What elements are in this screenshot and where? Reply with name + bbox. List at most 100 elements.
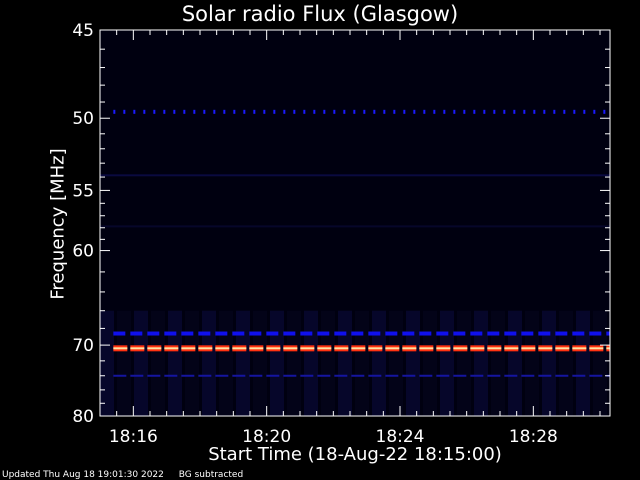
band-segment <box>300 331 313 336</box>
heat-stripe <box>100 174 610 177</box>
band-segment <box>266 374 280 377</box>
band-core <box>232 347 247 350</box>
heat-column <box>457 310 471 416</box>
band-core <box>113 347 128 350</box>
band-segment <box>504 374 518 377</box>
band-segment <box>487 374 501 377</box>
heat-column <box>559 310 573 416</box>
band-segment <box>368 374 382 377</box>
band-segment <box>503 109 506 114</box>
band-segment <box>402 374 416 377</box>
band-segment <box>183 109 186 114</box>
band-segment <box>419 374 433 377</box>
band-segment <box>181 374 195 377</box>
band-segment <box>193 109 196 114</box>
heat-column <box>525 310 539 416</box>
heat-column <box>440 310 454 416</box>
band-segment <box>130 374 144 377</box>
band-segment <box>538 331 551 336</box>
band-segment <box>293 109 296 114</box>
band-segment <box>130 331 143 336</box>
band-segment <box>521 374 535 377</box>
band-core <box>419 347 434 350</box>
band-segment <box>433 109 436 114</box>
band-segment <box>253 109 256 114</box>
heat-column <box>389 310 403 416</box>
band-segment <box>113 374 127 377</box>
band-segment <box>133 109 136 114</box>
heat-column <box>355 310 369 416</box>
band-segment <box>413 109 416 114</box>
band-core <box>368 347 383 350</box>
heat-column <box>236 310 250 416</box>
heat-column <box>134 310 148 416</box>
x-tick-label: 18:16 <box>109 427 158 447</box>
band-segment <box>523 109 526 114</box>
band-core <box>215 347 230 350</box>
band-segment <box>113 331 126 336</box>
band-segment <box>300 374 314 377</box>
band-segment <box>143 109 146 114</box>
band-segment <box>333 109 336 114</box>
heat-column <box>474 310 488 416</box>
band-segment <box>453 331 466 336</box>
band-core <box>470 347 485 350</box>
heat-column <box>423 310 437 416</box>
band-segment <box>573 109 576 114</box>
band-segment <box>233 109 236 114</box>
band-segment <box>533 109 536 114</box>
band-segment <box>572 331 585 336</box>
x-axis-ticks: 18:16 18:20 18:24 18:28 <box>99 30 601 447</box>
band-core <box>521 347 536 350</box>
band-segment <box>493 109 496 114</box>
band-segment <box>589 374 603 377</box>
heat-column <box>287 310 301 416</box>
band-segment <box>383 109 386 114</box>
y-tick-label: 80 <box>72 407 94 427</box>
band-core <box>181 347 196 350</box>
band-core <box>589 347 604 350</box>
band-segment <box>589 331 602 336</box>
band-segment <box>249 374 263 377</box>
band-segment <box>334 331 347 336</box>
band-core <box>385 347 400 350</box>
band-segment <box>443 109 446 114</box>
y-tick-label: 50 <box>72 109 94 129</box>
band-segment <box>147 331 160 336</box>
band-core <box>504 347 519 350</box>
band-segment <box>373 109 376 114</box>
band-core <box>402 347 417 350</box>
heat-column <box>185 310 199 416</box>
band-segment <box>113 109 116 114</box>
band-segment <box>538 374 552 377</box>
heat-column <box>168 310 182 416</box>
band-segment <box>223 109 226 114</box>
x-tick-label: 18:24 <box>376 427 425 447</box>
band-segment <box>317 331 330 336</box>
band-core <box>487 347 502 350</box>
band-core <box>334 347 349 350</box>
band-segment <box>163 109 166 114</box>
heat-column <box>321 310 335 416</box>
band-core <box>572 347 587 350</box>
band-segment <box>470 374 484 377</box>
band-segment <box>453 374 467 377</box>
heat-column <box>219 310 233 416</box>
heat-column <box>151 310 165 416</box>
y-tick-label: 70 <box>72 336 94 356</box>
band-segment <box>173 109 176 114</box>
band-core <box>436 347 451 350</box>
heat-column <box>117 310 131 416</box>
band-segment <box>453 109 456 114</box>
heat-stripe <box>100 225 610 228</box>
footer: Updated Thu Aug 18 19:01:30 2022 BG subt… <box>2 470 255 480</box>
heat-column <box>593 310 607 416</box>
band-segment <box>123 109 126 114</box>
emission-bands <box>113 109 610 377</box>
band-segment <box>470 331 483 336</box>
plot-frame <box>99 29 611 417</box>
band-segment <box>351 331 364 336</box>
band-core <box>555 347 570 350</box>
band-segment <box>215 374 229 377</box>
band-segment <box>473 109 476 114</box>
